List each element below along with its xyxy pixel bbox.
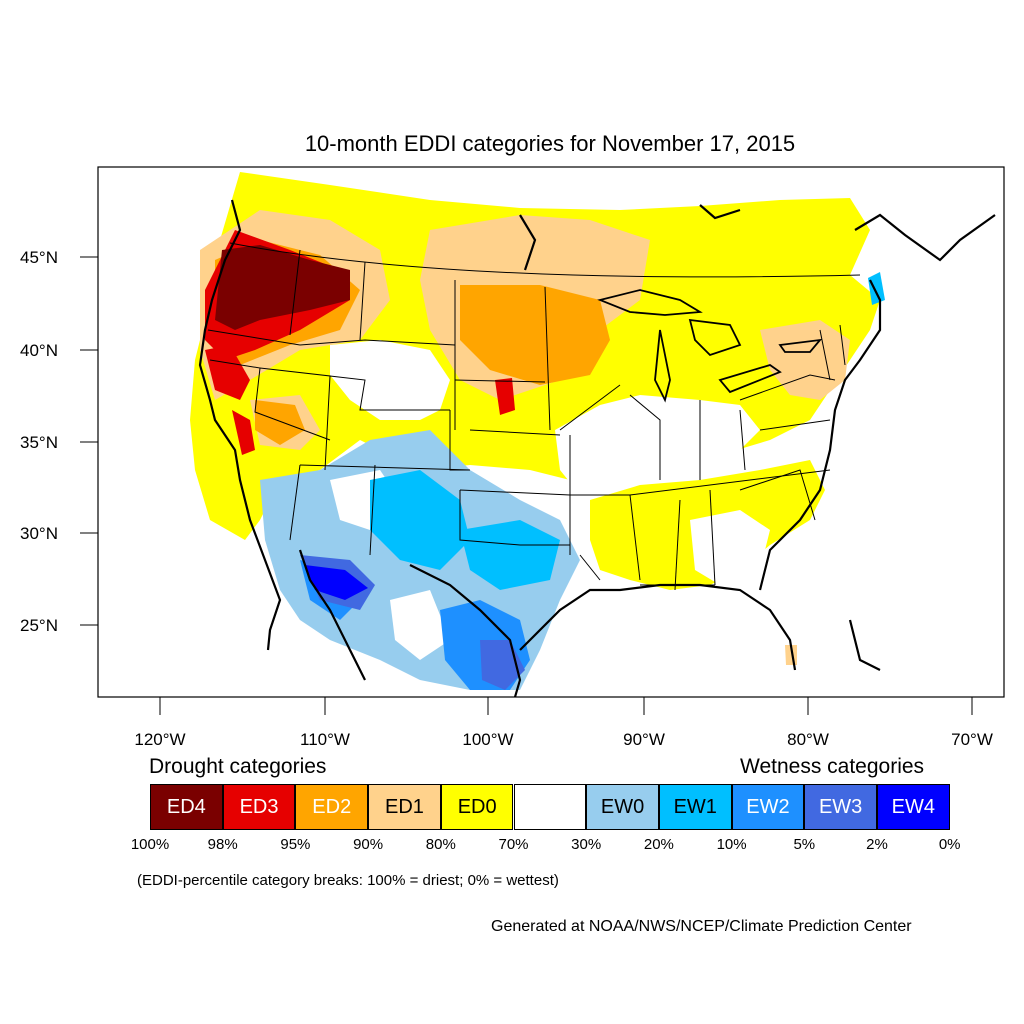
- ed4-region-pacific-nw: [215, 245, 350, 330]
- legend-box-ew0: EW0: [586, 784, 659, 830]
- legend-break-label: 5%: [793, 836, 816, 853]
- category-shading: [98, 167, 1004, 697]
- lon-label-70: 70°W: [951, 730, 993, 749]
- lon-label-120: 120°W: [134, 730, 185, 749]
- credit-line: Generated at NOAA/NWS/NCEP/Climate Predi…: [491, 918, 912, 935]
- legend-note: (EDDI-percentile category breaks: 100% =…: [137, 872, 559, 889]
- legend-box-ed1: ED1: [368, 784, 441, 830]
- ed3-region-sierra: [232, 410, 255, 455]
- legend-break-label: 95%: [280, 836, 311, 853]
- lon-ticks: [159, 697, 973, 715]
- ed2-region-dakotas: [460, 285, 610, 385]
- legend-box-ew1: EW1: [658, 784, 732, 830]
- legend-break-label: 80%: [425, 836, 456, 853]
- legend-break-label: 98%: [207, 836, 238, 853]
- lat-label-35: 35°N: [20, 433, 58, 452]
- great-lakes: [597, 289, 823, 403]
- ed3-region-california: [205, 345, 250, 400]
- state-borders: [207, 242, 861, 591]
- legend-break-label: 90%: [353, 836, 384, 853]
- lat-label-30: 30°N: [20, 524, 58, 543]
- coastlines: [198, 199, 996, 698]
- ed1-region-northeast: [760, 320, 850, 400]
- ew1-region-southwest: [370, 470, 470, 570]
- legend-box-ed3: ED3: [222, 784, 296, 830]
- lat-label-25: 25°N: [20, 616, 58, 635]
- legend-box-normal: [513, 784, 587, 830]
- legend-break-label: 70%: [498, 836, 529, 853]
- map-frame: [97, 166, 1005, 698]
- normal-region-central: [555, 395, 760, 495]
- lat-label-40: 40°N: [20, 341, 58, 360]
- ew1-region-texas: [460, 520, 560, 590]
- lon-label-100: 100°W: [462, 730, 513, 749]
- lat-ticks: [80, 256, 98, 626]
- legend-box-ew2: EW2: [731, 784, 805, 830]
- normal-region-rockies: [330, 340, 450, 420]
- legend-break-label: 0%: [938, 836, 961, 853]
- wetness-heading: Wetness categories: [740, 755, 925, 778]
- normal-region-gulf: [690, 510, 770, 585]
- ed3-region-nebraska: [495, 378, 515, 415]
- drought-heading: Drought categories: [149, 755, 327, 778]
- ew4-region-sonora: [305, 565, 368, 600]
- legend-break-label: 20%: [643, 836, 674, 853]
- legend-box-ed2: ED2: [295, 784, 369, 830]
- lat-label-45: 45°N: [20, 248, 58, 267]
- lon-label-90: 90°W: [623, 730, 665, 749]
- normal-region-mexico: [390, 590, 450, 660]
- legend-break-label: 100%: [130, 836, 170, 853]
- legend-box-ew4: EW4: [877, 784, 950, 830]
- legend-box-ed0: ED0: [440, 784, 514, 830]
- ed2-region-nevada: [255, 400, 305, 445]
- legend-box-ed4: ED4: [150, 784, 223, 830]
- lon-label-110: 110°W: [300, 730, 350, 749]
- map-title: 10-month EDDI categories for November 17…: [304, 131, 796, 156]
- legend-break-label: 10%: [716, 836, 747, 853]
- legend-break-label: 30%: [571, 836, 602, 853]
- lon-label-80: 80°W: [787, 730, 829, 749]
- ew-region-maine: [868, 272, 885, 305]
- legend-break-label: 2%: [866, 836, 888, 853]
- legend-box-ew3: EW3: [804, 784, 877, 830]
